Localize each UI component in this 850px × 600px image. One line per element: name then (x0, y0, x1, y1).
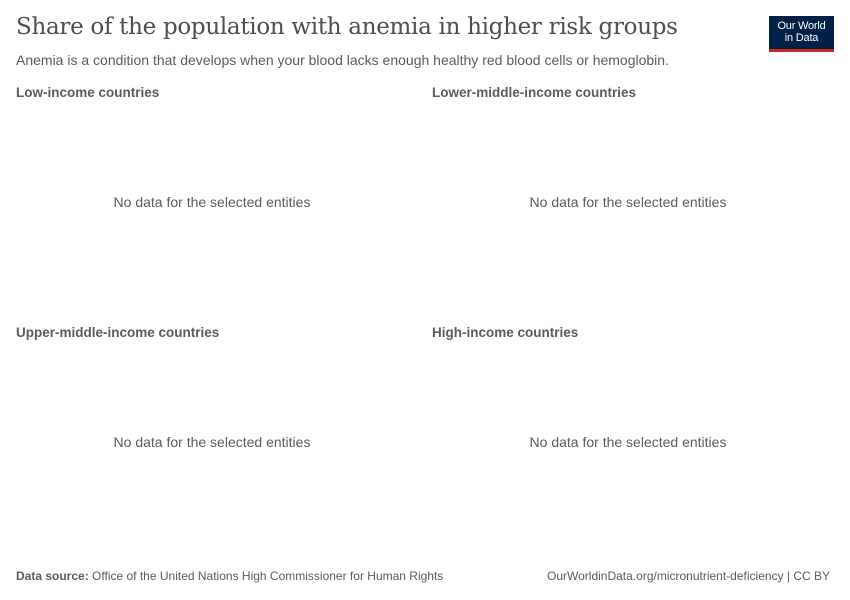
logo-line-1: Our World (777, 20, 826, 32)
no-data-message: No data for the selected entities (529, 194, 727, 210)
no-data-message: No data for the selected entities (113, 434, 311, 450)
no-data-message: No data for the selected entities (529, 434, 727, 450)
facet-panel-upper-middle-income: Upper-middle-income countries No data fo… (16, 325, 416, 555)
owid-logo[interactable]: Our World in Data (769, 16, 834, 52)
chart-subtitle: Anemia is a condition that develops when… (16, 52, 669, 68)
logo-line-2: in Data (784, 32, 819, 44)
facet-panel-high-income: High-income countries No data for the se… (432, 325, 832, 555)
data-source-label: Data source: (16, 569, 89, 583)
facet-title: Upper-middle-income countries (16, 325, 220, 340)
facet-title: Low-income countries (16, 85, 160, 100)
facet-title: Lower-middle-income countries (432, 85, 637, 100)
source-url-link[interactable]: OurWorldinData.org/micronutrient-deficie… (547, 569, 830, 583)
chart-title: Share of the population with anemia in h… (16, 14, 678, 40)
no-data-message: No data for the selected entities (113, 194, 311, 210)
data-source-note: Data source: Office of the United Nation… (16, 569, 443, 583)
facet-title: High-income countries (432, 325, 579, 340)
facet-panel-low-income: Low-income countries No data for the sel… (16, 85, 416, 315)
facet-panel-lower-middle-income: Lower-middle-income countries No data fo… (432, 85, 832, 315)
data-source-text: Office of the United Nations High Commis… (92, 569, 444, 583)
